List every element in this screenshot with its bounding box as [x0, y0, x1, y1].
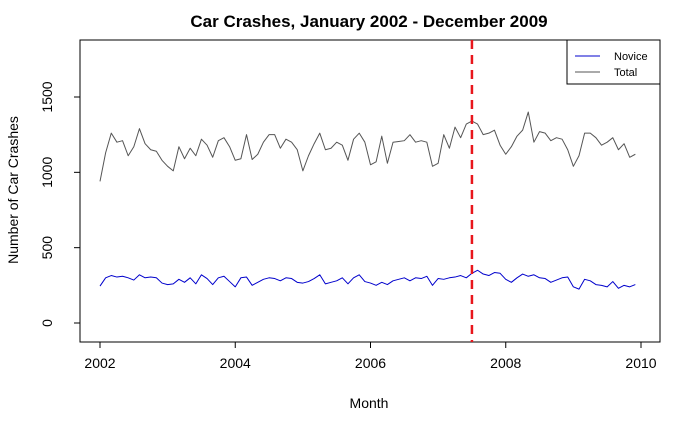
x-tick-label: 2010	[625, 355, 656, 371]
series-line-total	[99, 111, 636, 182]
y-tick-label: 1500	[39, 81, 55, 112]
plot-frame	[79, 39, 661, 343]
chart-title: Car Crashes, January 2002 - December 200…	[190, 12, 547, 31]
x-tick-label: 2006	[355, 355, 386, 371]
x-tick-label: 2008	[490, 355, 521, 371]
y-tick-label: 0	[39, 319, 55, 327]
y-axis: 0 500 1000 1500	[39, 81, 81, 327]
x-axis-label: Month	[350, 395, 389, 411]
y-axis-label: Number of Car Crashes	[5, 116, 21, 264]
y-tick-label: 500	[39, 236, 55, 260]
series-line-novice	[99, 269, 636, 290]
x-tick-label: 2002	[84, 355, 115, 371]
x-tick-label: 2004	[220, 355, 251, 371]
legend-box	[566, 39, 661, 85]
legend-label-novice: Novice	[614, 51, 648, 63]
y-tick-label: 1000	[39, 157, 55, 188]
x-axis: 2002 2004 2006 2008 2010	[84, 341, 657, 371]
series-layer	[99, 111, 636, 290]
legend-label-total: Total	[614, 67, 637, 79]
legend: Novice Total	[566, 39, 661, 85]
